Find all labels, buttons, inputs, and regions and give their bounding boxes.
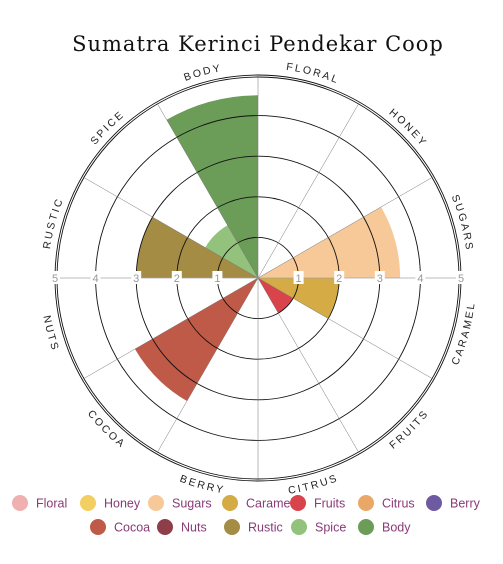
legend-swatch <box>426 495 442 511</box>
chart-legend: Floral Honey Sugars Caramel Fruits Citrus Berr… <box>12 495 481 535</box>
legend-item-sugars[interactable]: Sugars <box>148 495 212 511</box>
legend-label: Body <box>382 521 411 535</box>
legend-swatch <box>358 495 374 511</box>
wedge-cocoa <box>134 278 258 402</box>
tick-label-bg <box>456 271 466 284</box>
grid-spoke <box>156 277 259 454</box>
grid-spoke <box>257 102 360 279</box>
grid-spoke <box>257 176 434 279</box>
wedge-caramel <box>258 278 340 319</box>
legend-swatch <box>80 495 96 511</box>
wedge-fruits <box>258 278 294 314</box>
legend-swatch <box>290 495 306 511</box>
legend-label: Fruits <box>314 497 345 511</box>
legend-item-rustic[interactable]: Rustic <box>224 519 283 535</box>
legend-item-cocoa[interactable]: Cocoa <box>90 519 150 535</box>
legend-label: Caramel <box>246 497 293 511</box>
tick-label-bg <box>90 271 101 284</box>
tick-label: 5 <box>458 273 464 285</box>
tick-label: 3 <box>377 273 383 285</box>
tick-label-bg <box>131 271 142 284</box>
tick-label-bg <box>293 271 304 284</box>
tick-label: 2 <box>174 273 180 285</box>
legend-item-floral[interactable]: Floral <box>12 495 67 511</box>
wedge-rustic <box>136 217 258 278</box>
legend-label: Rustic <box>248 521 283 535</box>
grid-spoke <box>82 176 259 279</box>
category-label-nuts: NUTS <box>40 314 61 353</box>
legend-label: Sugars <box>172 497 212 511</box>
legend-swatch <box>224 519 240 535</box>
tick-label-bg <box>415 271 426 284</box>
category-label-sugars: SUGARS <box>449 193 476 252</box>
chart-wedges <box>134 95 401 402</box>
tick-label: 1 <box>214 273 220 285</box>
grid-spoke <box>257 277 360 454</box>
category-label-body: BODY <box>182 62 223 84</box>
legend-swatch <box>358 519 374 535</box>
category-label-cocoa: COCOA <box>85 408 128 451</box>
legend-item-berry[interactable]: Berry <box>426 495 481 511</box>
legend-item-caramel[interactable]: Caramel <box>222 495 293 511</box>
grid-spoke <box>257 277 434 380</box>
tick-label-bg <box>171 271 182 284</box>
legend-swatch <box>222 495 238 511</box>
category-label-berry: BERRY <box>178 473 226 497</box>
chart-grid <box>54 74 462 482</box>
legend-label: Nuts <box>181 521 207 535</box>
chart-title: Sumatra Kerinci Pendekar Coop <box>72 32 444 56</box>
tick-label: 1 <box>296 273 302 285</box>
tick-label-bg <box>374 271 385 284</box>
category-label-fruits: FRUITS <box>387 407 431 451</box>
legend-label: Honey <box>104 497 141 511</box>
tick-label: 3 <box>133 273 139 285</box>
legend-label: Cocoa <box>114 521 150 535</box>
legend-label: Floral <box>36 497 67 511</box>
tick-label: 2 <box>336 273 342 285</box>
tick-label-bg <box>334 271 345 284</box>
legend-swatch <box>12 495 28 511</box>
grid-spoke <box>156 102 259 279</box>
legend-item-fruits[interactable]: Fruits <box>290 495 345 511</box>
legend-label: Spice <box>315 521 346 535</box>
radial-tick-labels: 1 1 2 2 3 3 4 4 5 5 <box>50 271 466 285</box>
tick-label: 4 <box>93 273 99 285</box>
legend-item-spice[interactable]: Spice <box>291 519 346 535</box>
tick-label: 5 <box>52 273 58 285</box>
category-label-honey: HONEY <box>387 106 430 149</box>
legend-label: Citrus <box>382 497 415 511</box>
wedge-spice <box>205 225 258 278</box>
legend-item-nuts[interactable]: Nuts <box>157 519 207 535</box>
tick-label-bg <box>212 271 223 284</box>
legend-swatch <box>291 519 307 535</box>
wedge-body <box>166 95 258 278</box>
legend-swatch <box>90 519 106 535</box>
wedge-sugars <box>258 206 401 278</box>
legend-item-citrus[interactable]: Citrus <box>358 495 415 511</box>
tick-label: 4 <box>417 273 423 285</box>
legend-item-body[interactable]: Body <box>358 519 411 535</box>
legend-label: Berry <box>450 497 481 511</box>
tick-label-bg <box>50 271 60 284</box>
grid-spoke <box>82 277 259 380</box>
legend-item-honey[interactable]: Honey <box>80 495 141 511</box>
legend-swatch <box>148 495 164 511</box>
legend-swatch <box>157 519 173 535</box>
